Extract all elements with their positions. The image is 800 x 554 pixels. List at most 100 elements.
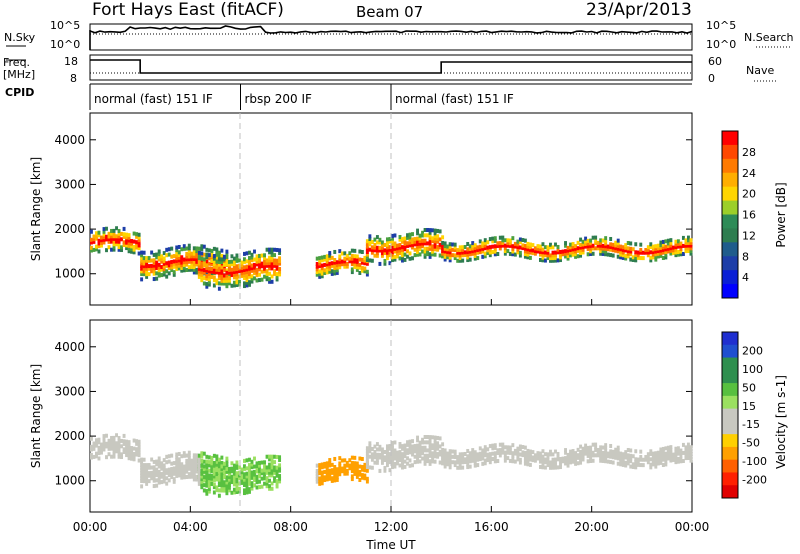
velocity-cell	[227, 488, 231, 493]
velocity-cell	[496, 459, 500, 464]
power-cell	[549, 245, 552, 250]
power-cell	[516, 239, 520, 244]
power-cell	[396, 248, 399, 253]
velocity-colorbar-swatch	[722, 485, 738, 499]
velocity-cell	[411, 444, 414, 449]
power-cell	[237, 282, 241, 287]
velocity-cell	[177, 460, 181, 465]
power-cell	[220, 270, 224, 275]
power-cell	[355, 267, 359, 272]
velocity-cell	[375, 452, 379, 457]
velocity-cell	[165, 460, 169, 465]
velocity-cell	[172, 469, 176, 474]
velocity-cell	[508, 450, 512, 455]
velocity-cell	[225, 459, 229, 464]
power-cell	[491, 250, 495, 255]
power-cell	[433, 244, 437, 249]
power-cell	[162, 256, 166, 261]
power-cell	[268, 261, 271, 266]
velocity-cell	[172, 471, 176, 476]
power-cell	[398, 245, 402, 250]
velocity-cell	[689, 447, 693, 452]
velocity-cell	[235, 465, 239, 470]
velocity-cell	[418, 459, 422, 464]
power-cell	[190, 265, 194, 270]
power-cell	[423, 246, 427, 251]
power-cell	[325, 267, 329, 272]
velocity-cell	[401, 457, 404, 462]
velocity-cell	[476, 457, 480, 462]
velocity-cell	[396, 461, 399, 466]
power-cell	[115, 242, 118, 247]
power-cell	[260, 277, 264, 282]
power-cell	[611, 248, 615, 253]
velocity-cell	[112, 438, 116, 443]
velocity-cell	[656, 458, 660, 463]
power-cell	[589, 238, 593, 243]
velocity-colorbar-tick: 200	[742, 344, 763, 357]
velocity-cell	[391, 448, 394, 453]
velocity-cell	[175, 455, 179, 460]
power-cell	[503, 243, 507, 248]
power-cell	[265, 269, 269, 274]
power-cell	[401, 253, 404, 258]
velocity-cell	[102, 436, 106, 441]
power-cell	[388, 247, 392, 252]
power-cell	[137, 251, 141, 256]
velocity-cell	[220, 477, 224, 482]
power-cell	[275, 247, 279, 252]
velocity-cell	[466, 448, 470, 453]
power-cell	[207, 248, 211, 253]
power-cell	[453, 248, 457, 253]
power-cell	[428, 244, 432, 249]
velocity-cell	[95, 451, 98, 456]
power-cell	[458, 245, 462, 250]
power-cell	[107, 234, 111, 239]
power-cell	[320, 274, 324, 279]
velocity-cell	[145, 473, 149, 478]
power-cell	[132, 239, 136, 244]
power-colorbar-tick: 4	[742, 271, 749, 284]
velocity-cell	[383, 449, 387, 454]
velocity-cell	[155, 470, 159, 475]
power-cell	[614, 240, 618, 245]
power-cell	[473, 248, 477, 253]
velocity-cell	[142, 463, 146, 468]
power-cell	[579, 245, 583, 250]
power-cell	[255, 267, 259, 272]
power-cell	[245, 259, 249, 264]
velocity-cell	[330, 478, 334, 483]
power-cell	[456, 253, 460, 258]
velocity-cell	[117, 444, 121, 449]
velocity-cell	[125, 439, 129, 444]
velocity-cell	[255, 480, 259, 485]
x-axis-ticks: 00:00 04:00 08:00 12:00 16:00 20:00 00:00	[73, 299, 709, 534]
power-cell	[436, 228, 440, 233]
power-cell	[225, 276, 229, 281]
power-cell	[493, 238, 497, 243]
power-cell	[125, 240, 129, 245]
power-cell	[177, 266, 181, 271]
power-cell	[97, 249, 101, 254]
power-cell	[496, 241, 500, 246]
power-cell	[92, 234, 96, 239]
power-cell	[471, 243, 475, 248]
power-cell	[197, 266, 201, 271]
velocity-cell	[325, 477, 329, 482]
power-cell	[456, 248, 460, 253]
power-cell	[368, 234, 372, 239]
velocity-cell	[270, 457, 274, 462]
velocity-cell	[263, 468, 266, 473]
velocity-cell	[355, 464, 359, 469]
power-cell	[240, 273, 244, 278]
velocity-cell	[604, 453, 608, 458]
power-cell	[318, 269, 322, 274]
power-cell	[353, 248, 357, 253]
velocity-cell	[531, 458, 535, 463]
power-cell	[478, 250, 482, 255]
power-cell	[396, 254, 399, 259]
power-cell	[227, 265, 231, 270]
power-cell	[195, 257, 199, 262]
velocity-cell	[679, 456, 683, 461]
power-cell	[579, 253, 583, 258]
